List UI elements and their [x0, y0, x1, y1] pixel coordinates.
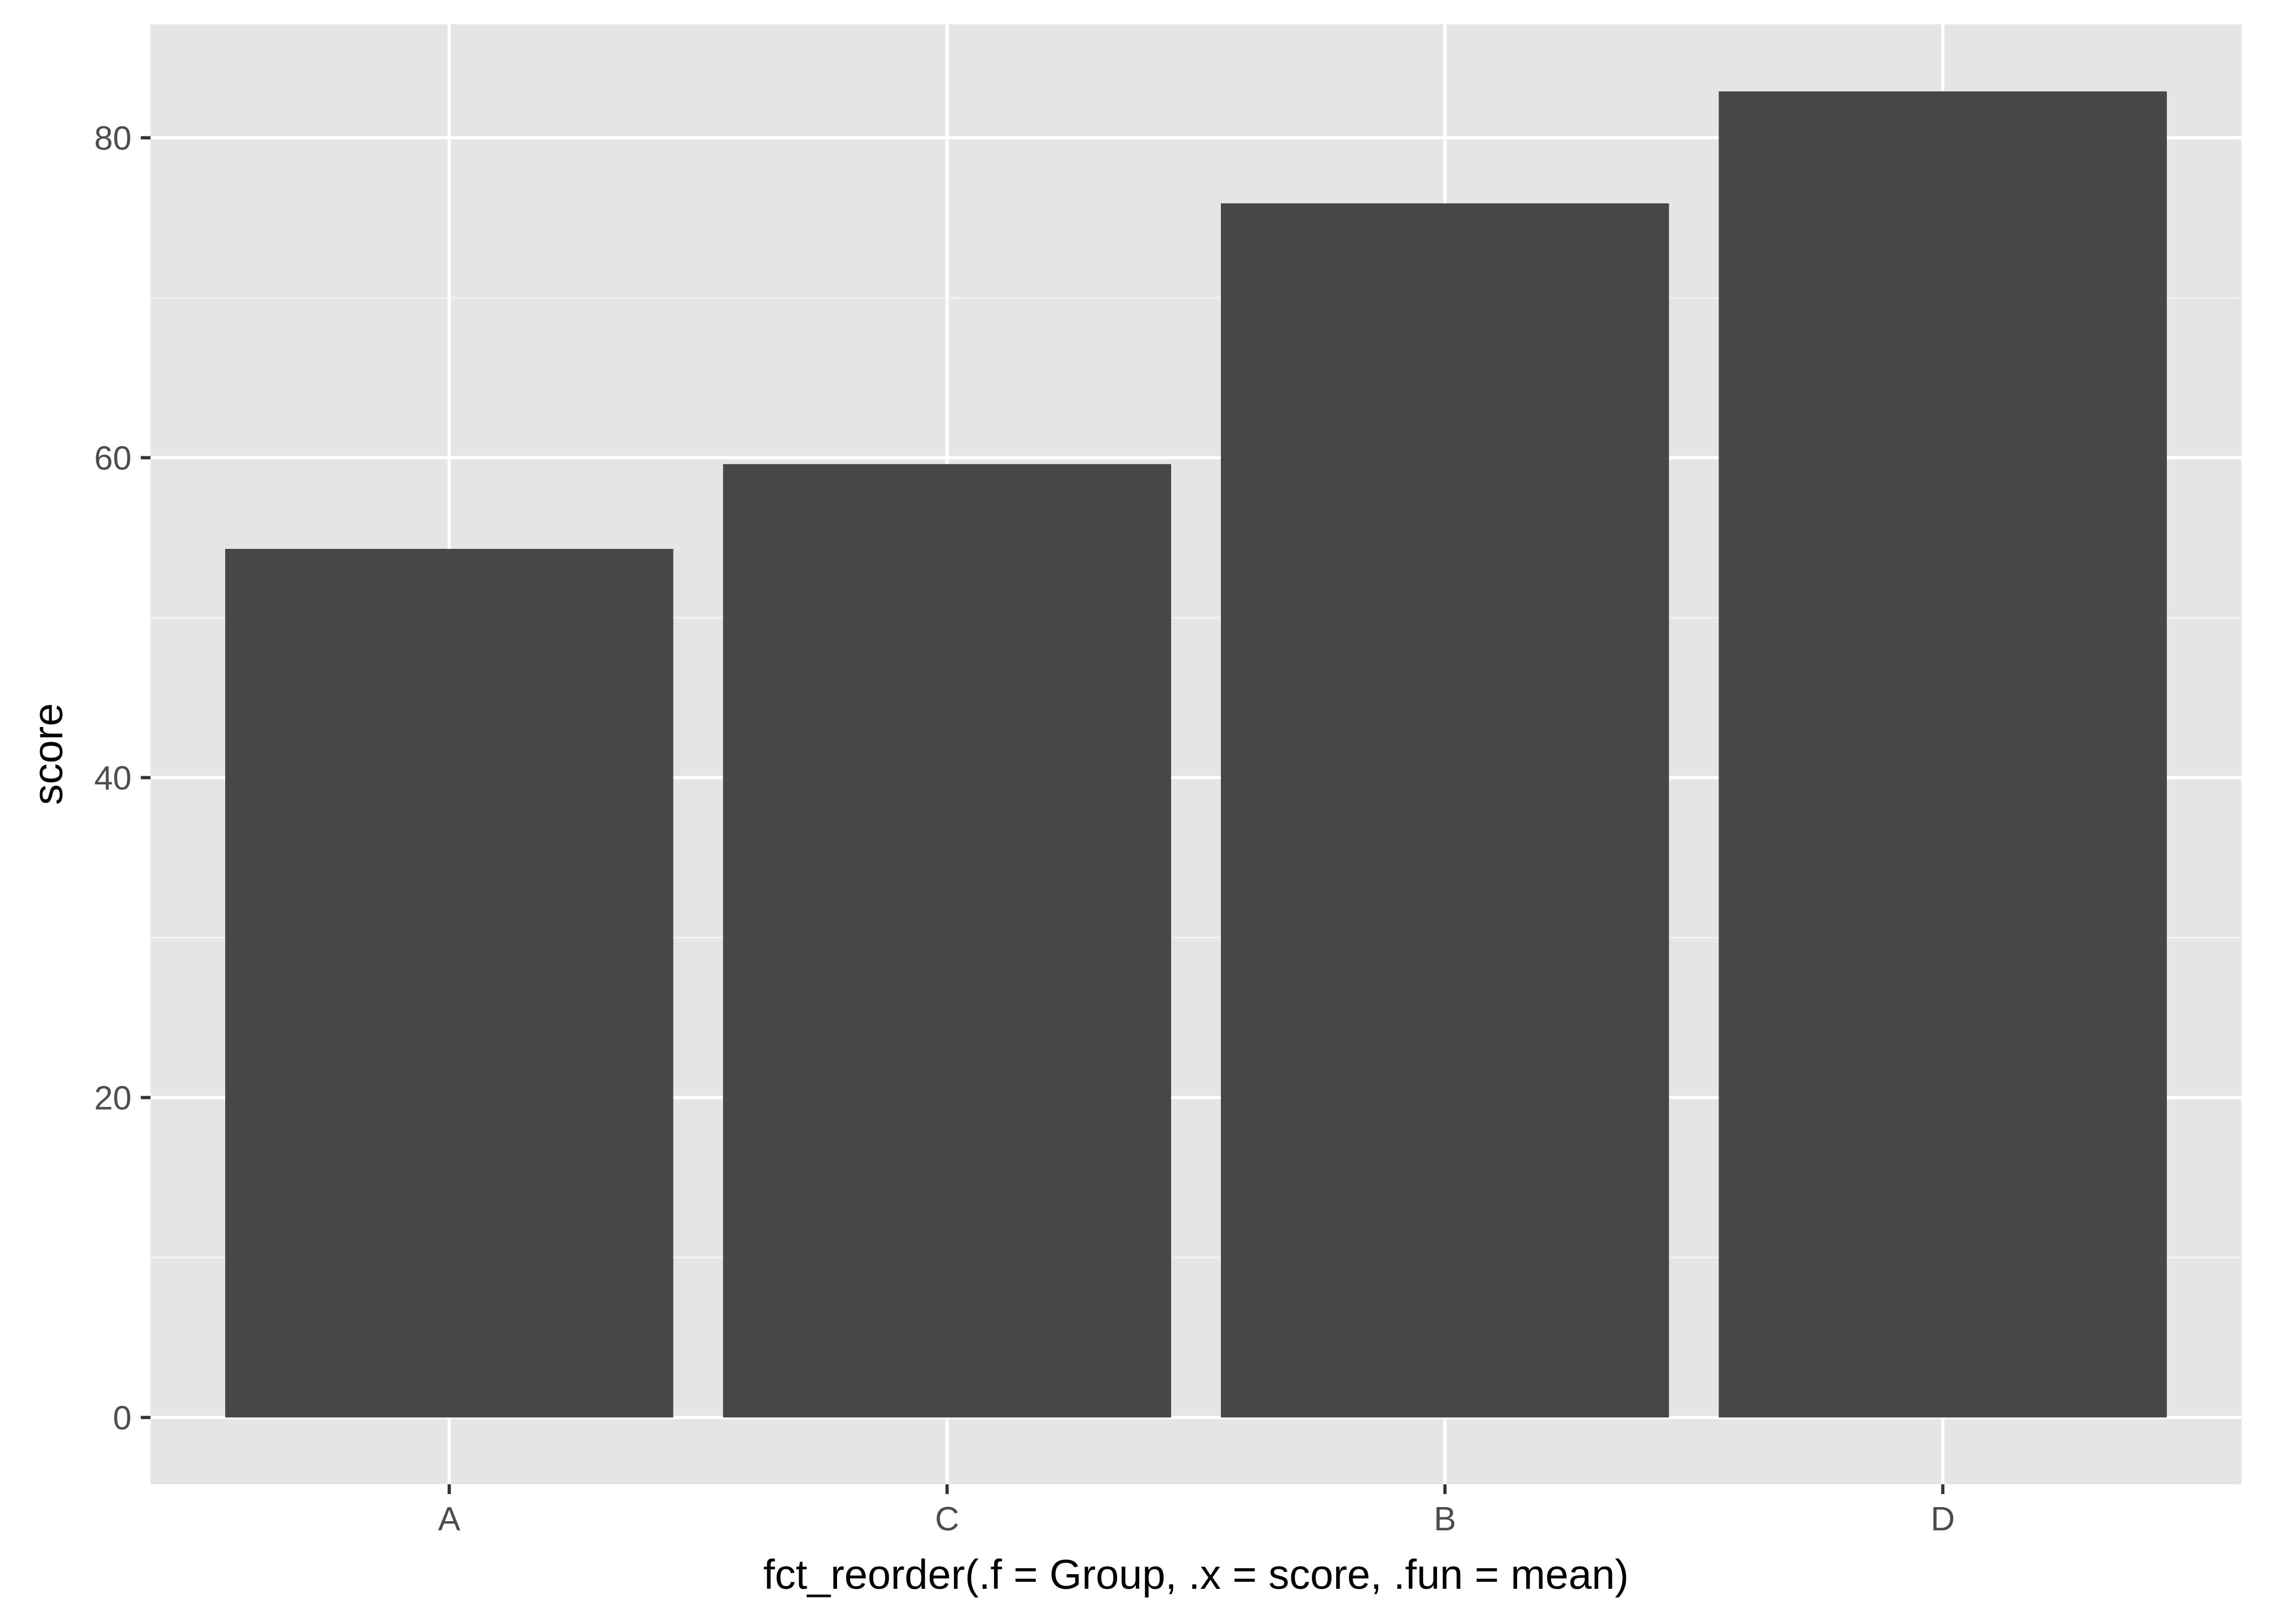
bars	[225, 91, 2167, 1418]
x-axis-title: fct_reorder(.f = Group, .x = score, .fun…	[763, 1551, 1629, 1598]
y-axis-title: score	[25, 703, 71, 805]
y-tick-label: 60	[94, 440, 132, 477]
x-tick-label: A	[438, 1501, 461, 1538]
y-tick-label: 80	[94, 120, 132, 158]
bar-D	[1718, 91, 2167, 1418]
y-tick-label: 0	[113, 1400, 132, 1437]
bar-A	[225, 548, 674, 1418]
x-tick-label: D	[1931, 1501, 1955, 1538]
x-tick-label: B	[1434, 1501, 1456, 1538]
bar-B	[1220, 203, 1669, 1418]
x-tick-label: C	[935, 1501, 959, 1538]
y-tick-label: 40	[94, 760, 132, 797]
bar-C	[723, 464, 1172, 1418]
y-axis: 0 20 40 60 80	[94, 120, 151, 1437]
y-tick-label: 20	[94, 1080, 132, 1117]
